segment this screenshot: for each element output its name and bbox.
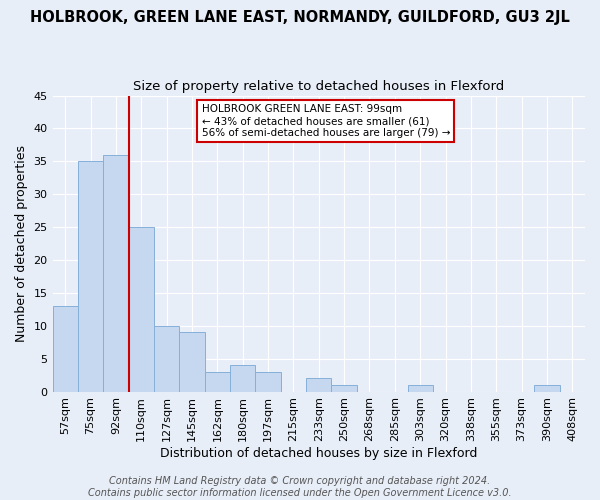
Text: Contains HM Land Registry data © Crown copyright and database right 2024.
Contai: Contains HM Land Registry data © Crown c… <box>88 476 512 498</box>
Y-axis label: Number of detached properties: Number of detached properties <box>15 145 28 342</box>
Bar <box>78 162 103 392</box>
Bar <box>256 372 281 392</box>
Bar <box>306 378 331 392</box>
Bar <box>154 326 179 392</box>
Bar <box>331 385 357 392</box>
Bar <box>534 385 560 392</box>
Bar <box>230 366 256 392</box>
Bar <box>53 306 78 392</box>
Title: Size of property relative to detached houses in Flexford: Size of property relative to detached ho… <box>133 80 505 93</box>
Text: HOLBROOK, GREEN LANE EAST, NORMANDY, GUILDFORD, GU3 2JL: HOLBROOK, GREEN LANE EAST, NORMANDY, GUI… <box>30 10 570 25</box>
Bar <box>179 332 205 392</box>
X-axis label: Distribution of detached houses by size in Flexford: Distribution of detached houses by size … <box>160 447 478 460</box>
Bar <box>128 227 154 392</box>
Bar <box>103 155 128 392</box>
Bar <box>407 385 433 392</box>
Bar <box>205 372 230 392</box>
Text: HOLBROOK GREEN LANE EAST: 99sqm
← 43% of detached houses are smaller (61)
56% of: HOLBROOK GREEN LANE EAST: 99sqm ← 43% of… <box>202 104 450 138</box>
